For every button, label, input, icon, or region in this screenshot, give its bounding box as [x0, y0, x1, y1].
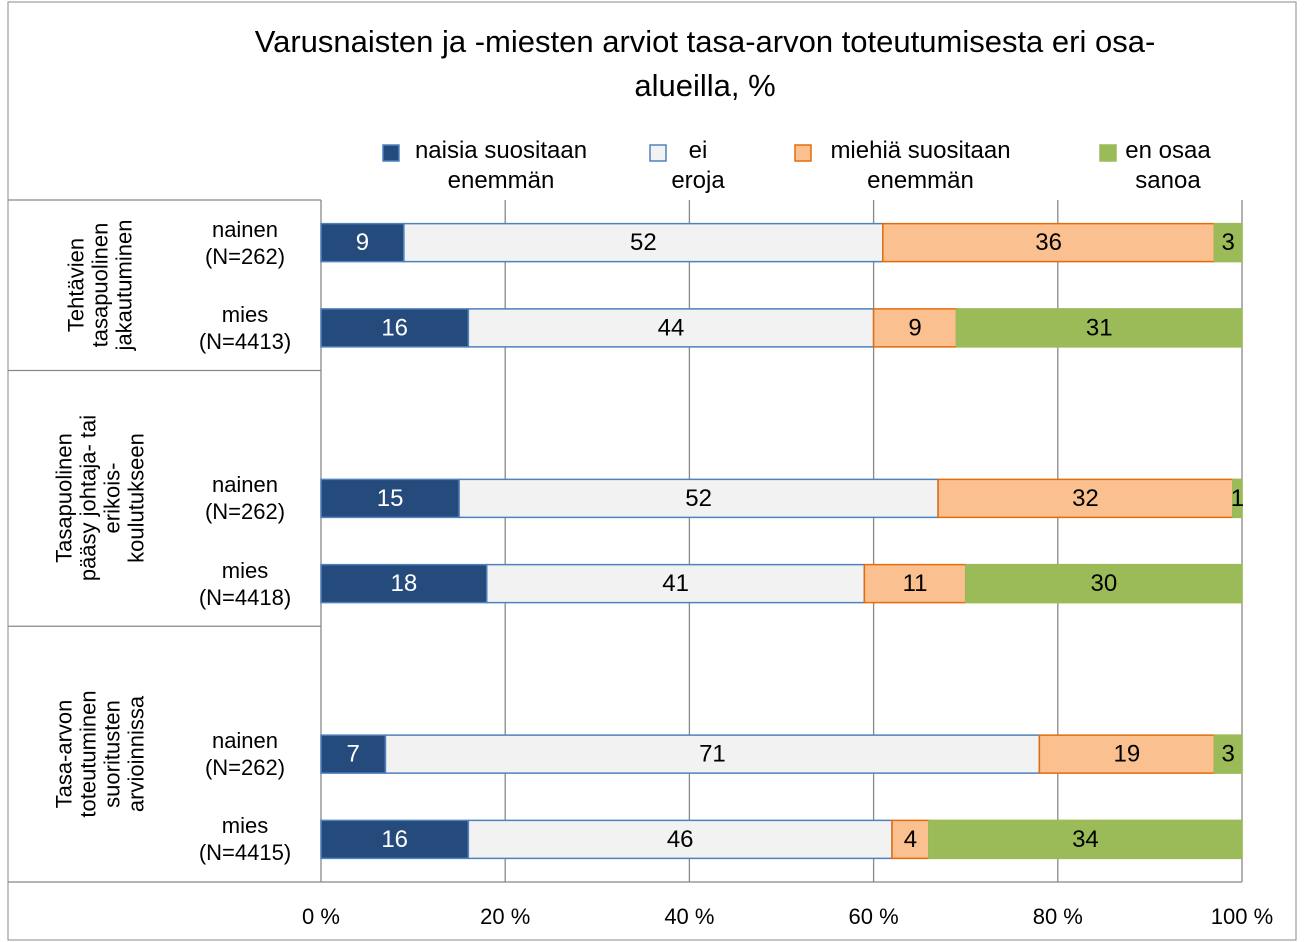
- category-label: nainen (N=262): [204, 216, 286, 269]
- bar-segment: [1213, 222, 1243, 263]
- bar-segment: [964, 563, 1243, 604]
- data-label: 46: [667, 826, 694, 853]
- data-label: 18: [391, 570, 418, 597]
- bar-segment: [403, 222, 884, 263]
- data-label: 19: [1114, 741, 1141, 768]
- legend-swatch: [382, 144, 400, 162]
- legend-label: en osaa sanoa: [1125, 137, 1211, 194]
- data-label: 16: [381, 826, 408, 853]
- bar-segment: [937, 478, 1234, 519]
- data-label: 31: [1086, 314, 1113, 341]
- x-tick-label: 40 %: [664, 904, 715, 929]
- bar-segment: [320, 563, 488, 604]
- category-label: nainen (N=262): [204, 728, 286, 781]
- bar-segment: [384, 734, 1041, 774]
- bar-segment: [320, 734, 387, 774]
- x-tick-label: 100 %: [1210, 904, 1274, 929]
- chart-title: Varusnaisten ja -miesten arviot tasa-arv…: [254, 24, 1156, 103]
- bar-segment: [882, 222, 1216, 263]
- data-label: 15: [377, 485, 404, 512]
- legend-swatch: [794, 144, 812, 162]
- data-label: 71: [699, 741, 726, 768]
- bar-segment: [955, 308, 1243, 348]
- bar-segment: [1232, 478, 1243, 519]
- data-label: 44: [658, 314, 685, 341]
- category-label: mies (N=4415): [198, 813, 292, 866]
- data-label: 52: [685, 485, 712, 512]
- data-label: 34: [1072, 826, 1099, 853]
- data-label: 16: [381, 314, 408, 341]
- data-label: 7: [347, 741, 360, 768]
- data-label: 52: [630, 229, 657, 256]
- data-label: 36: [1035, 229, 1062, 256]
- bar-segment: [872, 308, 958, 348]
- x-tick-label: 20 %: [480, 904, 531, 929]
- bar-segment: [1213, 734, 1243, 774]
- group-label: Tasapuolinen pääsy johtaja- tai erikois-…: [51, 415, 148, 582]
- data-label: 41: [662, 570, 689, 597]
- x-tick-label: 80 %: [1032, 904, 1083, 929]
- bar-segment: [320, 478, 460, 519]
- bar-segment: [320, 308, 470, 348]
- group-label: Tasa-arvon toteutuminen suoritusten arvi…: [51, 690, 148, 818]
- x-tick-label: 0 %: [302, 904, 340, 929]
- bar-segment: [458, 478, 939, 519]
- bar-segment: [486, 563, 866, 604]
- legend-label: ei eroja: [671, 137, 725, 194]
- data-label: 30: [1090, 570, 1117, 597]
- legend-swatch: [1099, 144, 1117, 162]
- x-tick-label: 60 %: [848, 904, 899, 929]
- category-label: mies (N=4418): [198, 557, 292, 610]
- data-label: 4: [904, 826, 917, 853]
- data-label: 3: [1222, 229, 1235, 256]
- data-label: 32: [1072, 485, 1099, 512]
- data-label: 9: [356, 229, 369, 256]
- data-label: 11: [903, 570, 928, 597]
- legend-label: naisia suositaan enemmän: [414, 137, 588, 194]
- category-label: mies (N=4413): [198, 301, 292, 354]
- category-label: nainen (N=262): [204, 472, 286, 525]
- frame: [7, 1, 1297, 941]
- data-label: 3: [1222, 741, 1235, 768]
- bar-segment: [320, 819, 470, 860]
- legend-label: miehiä suositaan enemmän: [830, 137, 1011, 194]
- bar-segment: [928, 819, 1243, 860]
- data-label: 1: [1231, 485, 1244, 512]
- group-label: Tehtävien tasapuolinen jakautuminen: [63, 219, 136, 351]
- legend-swatch: [649, 144, 667, 162]
- data-label: 9: [908, 314, 921, 341]
